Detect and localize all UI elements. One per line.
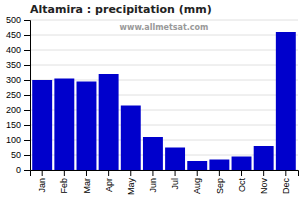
tick-label: Apr — [104, 178, 114, 192]
tick-mark — [175, 170, 176, 176]
tick-mark — [197, 170, 198, 176]
tick: 450 — [6, 30, 30, 40]
tick-mark — [263, 170, 264, 176]
tick-label: Aug — [192, 178, 202, 194]
tick: 100 — [6, 135, 30, 145]
tick-label: Jul — [170, 178, 180, 190]
bars — [32, 32, 296, 170]
tick-label: 50 — [11, 150, 21, 160]
tick: 50 — [11, 150, 30, 160]
annotation: www.allmetsat.com — [120, 23, 209, 32]
tick-label: Sep — [215, 178, 225, 194]
tick-mark — [24, 125, 30, 126]
tick: Jun — [148, 170, 158, 193]
bar — [187, 161, 207, 170]
tick-label: 500 — [6, 15, 21, 25]
bar — [143, 137, 163, 170]
tick: Oct — [237, 170, 247, 192]
tick: Dec — [281, 170, 291, 194]
tick: Jul — [170, 170, 180, 190]
y-axis: 0 50 100 150 200 250 300 350 400 450 500 — [6, 15, 31, 175]
tick: Jan — [37, 170, 47, 193]
tick-label: Oct — [237, 178, 247, 193]
tick-mark — [42, 170, 43, 176]
bar — [254, 146, 274, 170]
bar — [99, 74, 119, 170]
grid — [30, 20, 298, 170]
tick-label: Jan — [37, 178, 47, 193]
tick-mark — [24, 35, 30, 36]
bar — [165, 148, 185, 171]
title: Altamira : precipitation (mm) — [30, 3, 212, 16]
tick: Apr — [104, 170, 114, 192]
tick: 200 — [6, 105, 30, 115]
tick: 150 — [6, 120, 30, 130]
tick: 500 — [6, 15, 30, 25]
tick-mark — [24, 50, 30, 51]
tick: 250 — [6, 90, 30, 100]
tick: Mar — [82, 170, 92, 194]
tick-mark — [24, 170, 30, 171]
bar — [209, 160, 229, 171]
tick-mark — [108, 170, 109, 176]
tick-mark — [24, 65, 30, 66]
grid-line — [30, 20, 298, 21]
tick-mark — [130, 170, 131, 176]
bar — [121, 106, 141, 171]
tick-mark — [64, 170, 65, 176]
tick-mark — [24, 95, 30, 96]
bar — [32, 80, 52, 170]
axis-line — [24, 21, 31, 171]
bar — [276, 32, 296, 170]
tick: Aug — [192, 170, 202, 194]
tick: Sep — [215, 170, 225, 194]
tick: 400 — [6, 45, 30, 55]
tick-mark — [86, 170, 87, 176]
tick-label: 250 — [6, 90, 21, 100]
tick-label: 400 — [6, 45, 21, 55]
tick: 0 — [16, 165, 30, 175]
tick-mark — [24, 140, 30, 141]
bar — [232, 157, 252, 171]
tick-mark — [152, 170, 153, 176]
chart: 0 50 100 150 200 250 300 350 400 450 500 Jan Feb Mar A… — [0, 0, 306, 200]
tick-mark — [285, 170, 286, 176]
tick-label: 200 — [6, 105, 21, 115]
tick-label: 300 — [6, 75, 21, 85]
tick: 350 — [6, 60, 30, 70]
tick: Nov — [259, 170, 269, 194]
tick-mark — [241, 170, 242, 176]
grid-line — [30, 65, 298, 66]
tick-label: Nov — [259, 178, 269, 195]
tick-label: Feb — [59, 178, 69, 194]
tick-mark — [219, 170, 220, 176]
tick-mark — [24, 20, 30, 21]
tick-label: 100 — [6, 135, 21, 145]
tick-label: 150 — [6, 120, 21, 130]
tick-label: 0 — [16, 165, 21, 175]
tick-label: 350 — [6, 60, 21, 70]
tick-mark — [24, 155, 30, 156]
tick-label: Mar — [82, 178, 92, 194]
tick: Feb — [59, 170, 69, 194]
grid-line — [30, 50, 298, 51]
plot: 0 50 100 150 200 250 300 350 400 450 500 Jan Feb Mar A… — [6, 15, 299, 195]
axis-line — [31, 171, 299, 177]
tick: 300 — [6, 75, 30, 85]
bar — [77, 82, 97, 171]
tick-mark — [24, 80, 30, 81]
bar — [54, 79, 74, 171]
tick-label: Jun — [148, 178, 158, 193]
tick-mark — [24, 110, 30, 111]
x-axis: Jan Feb Mar Apr May Jun Jul Aug Sep Oct Nov Dec — [31, 170, 299, 195]
tick-label: Dec — [281, 178, 291, 195]
tick-label: 450 — [6, 30, 21, 40]
tick-label: May — [126, 178, 136, 196]
grid-line — [30, 35, 298, 36]
tick: May — [126, 170, 136, 195]
